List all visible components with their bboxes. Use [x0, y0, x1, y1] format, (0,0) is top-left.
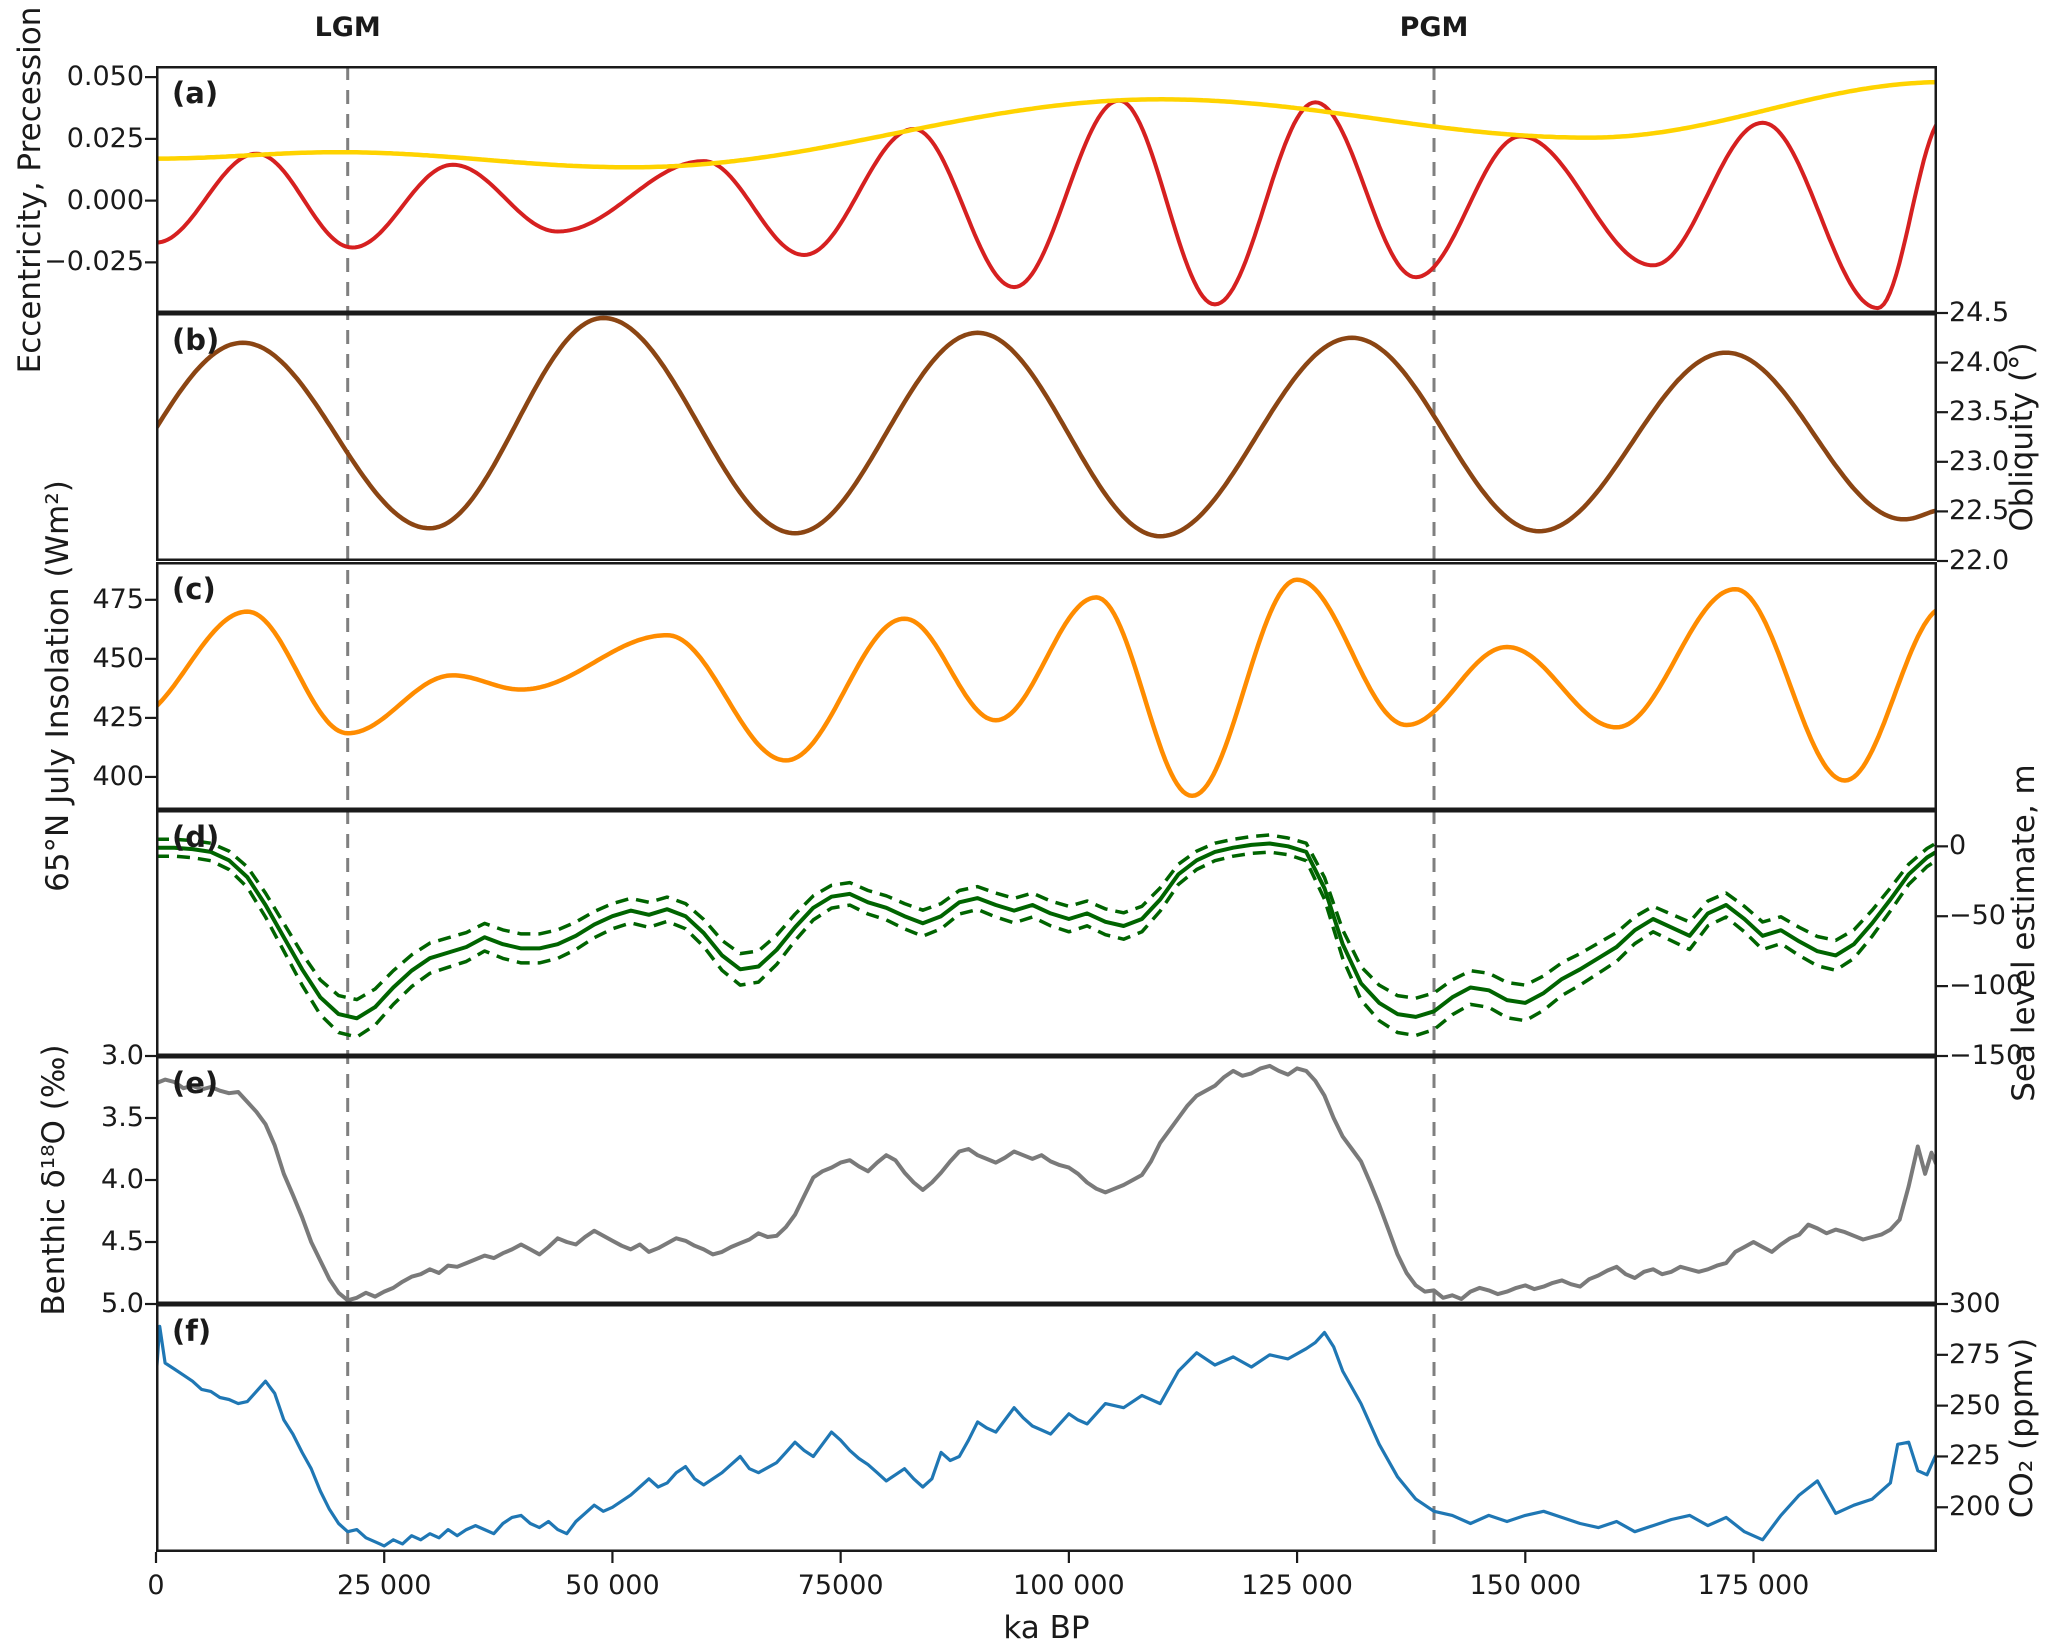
data-series-path — [156, 841, 1937, 1021]
y-tick-label: 225 — [1949, 1440, 2001, 1472]
panel-a-plot-eccentricity-precession — [156, 66, 1937, 313]
y-tick-label: 0.025 — [66, 122, 144, 154]
data-series-path — [156, 79, 1937, 170]
data-series-path — [156, 850, 1937, 1039]
panel-border — [156, 66, 1937, 313]
panel-border — [156, 1304, 1937, 1552]
y-tick-label: −0.025 — [44, 246, 144, 278]
panel-b-plot-obliquity — [156, 313, 1937, 561]
y-tick-label: 23.5 — [1949, 396, 2010, 428]
y-tick-label: −50 — [1949, 900, 2006, 932]
y-tick-label: 4.5 — [101, 1226, 144, 1257]
y-tick-label: 425 — [92, 701, 144, 733]
x-axis-title: ka BP — [1003, 1610, 1090, 1646]
data-series-path — [156, 315, 1937, 539]
y-tick-label: 275 — [1949, 1338, 2001, 1370]
panel-c-letter: (c) — [172, 572, 216, 606]
panel-border — [156, 810, 1937, 1056]
y-tick-label: 23.0 — [1949, 445, 2010, 477]
y-tick-label: 22.0 — [1949, 545, 2010, 576]
panel-d-plot-sea-level — [156, 810, 1937, 1056]
data-series-path — [156, 98, 1937, 311]
y-tick-label: 250 — [1949, 1389, 2001, 1421]
y-axis-title-insolation: 65°N July Insolation (Wm²) — [40, 480, 76, 892]
data-series-path — [156, 1063, 1937, 1303]
lgm-annotation-label: LGM — [314, 12, 381, 43]
x-tick-label: 150 000 — [1469, 1570, 1582, 1601]
panel-f-letter: (f) — [172, 1314, 212, 1348]
panel-f-plot-co2 — [156, 1304, 1937, 1552]
panel-d-letter: (d) — [172, 820, 220, 854]
data-series-path — [156, 833, 1937, 1002]
y-tick-label: 475 — [92, 583, 144, 615]
y-tick-label: 22.5 — [1949, 495, 2010, 527]
data-series-path — [156, 1324, 1937, 1548]
y-tick-label: 3.5 — [101, 1102, 144, 1133]
y-tick-label: 24.5 — [1949, 297, 2010, 328]
y-tick-label: 5.0 — [101, 1288, 144, 1319]
y-tick-label: 0 — [1949, 830, 1967, 862]
y-tick-label: 300 — [1949, 1288, 2001, 1319]
panel-e-plot-benthic-d18o — [156, 1056, 1937, 1304]
x-tick-label: 175 000 — [1697, 1570, 1810, 1601]
y-tick-label: 400 — [92, 760, 144, 792]
panel-c-plot-insolation — [156, 562, 1937, 810]
y-tick-label: 4.0 — [101, 1164, 144, 1195]
panel-border — [156, 562, 1937, 810]
pgm-annotation-label: PGM — [1399, 12, 1469, 43]
y-tick-label: 200 — [1949, 1491, 2001, 1523]
y-tick-label: 0.050 — [66, 61, 144, 93]
data-series-path — [156, 577, 1937, 799]
panel-b-letter: (b) — [172, 323, 220, 357]
panel-border — [156, 1056, 1937, 1304]
y-tick-label: 3.0 — [101, 1040, 144, 1071]
y-tick-label: 450 — [92, 642, 144, 674]
y-tick-label: −100 — [1949, 970, 2024, 1002]
panel-e-letter: (e) — [172, 1066, 219, 1100]
x-tick-label: 125 000 — [1241, 1570, 1353, 1601]
x-tick-label: 25 000 — [336, 1570, 432, 1601]
x-tick-label: 100 000 — [1013, 1570, 1125, 1601]
x-tick-label: 50 000 — [565, 1570, 660, 1601]
x-tick-label: 75000 — [797, 1570, 884, 1601]
y-tick-label: 0.000 — [66, 184, 144, 216]
x-tick-label: 0 — [147, 1570, 165, 1601]
y-tick-label: −150 — [1949, 1040, 2024, 1071]
panel-border — [156, 313, 1937, 561]
panel-a-letter: (a) — [172, 76, 219, 110]
y-tick-label: 24.0 — [1949, 346, 2010, 378]
